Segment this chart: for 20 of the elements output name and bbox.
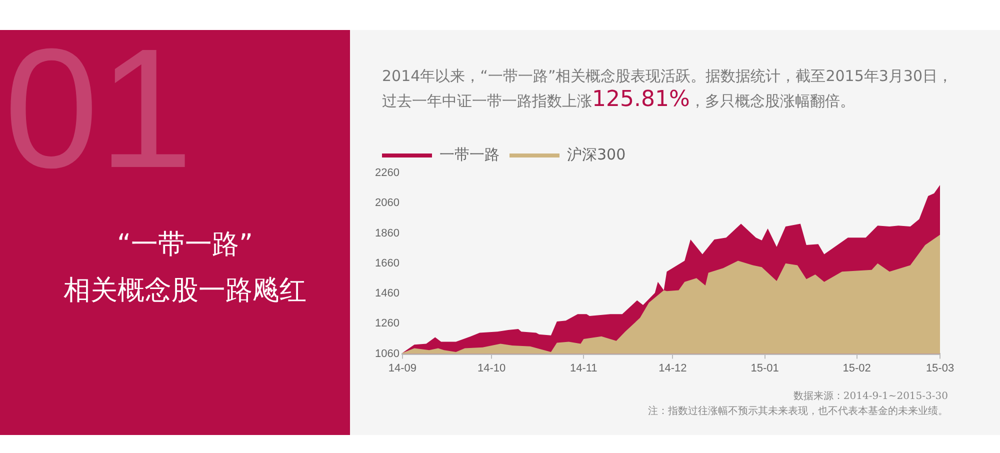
y-tick-label: 1460 [374, 288, 400, 300]
y-tick-label: 2060 [374, 197, 400, 210]
source-note: 数据来源：2014-9-1~2015-3-30 [793, 390, 948, 403]
y-tick-label: 2260 [374, 167, 400, 180]
x-tick-label: 15-02 [842, 362, 871, 374]
legend-label: 一带一路 [440, 145, 500, 164]
y-tick-label: 1260 [374, 318, 400, 330]
legend-label: 沪深300 [567, 145, 626, 164]
y-tick-label: 1060 [374, 348, 400, 360]
x-tick-label: 14-12 [658, 362, 687, 374]
x-tick-label: 15-03 [926, 362, 954, 374]
chart-subtitle: 2014年以来，“一带一路”相关概念股表现活跃。据数据统计，截至2015年3月30日，过去一年中证一带一路指数上涨125.81%，多只概念股涨幅翻倍。 [382, 67, 953, 112]
x-tick-label: 14-10 [477, 362, 506, 374]
text: 注：指数过往涨幅不预示其未来表现，也不代表本基金的未来业绩。 [648, 404, 948, 418]
x-tick-label: 14-09 [388, 362, 417, 374]
text: “一带一路” 相关概念股一路飚红 [62, 228, 308, 308]
y-tick-label: 1660 [374, 257, 400, 270]
y-tick-label: 1860 [374, 227, 400, 240]
x-tick-label: 14-11 [570, 362, 598, 374]
x-tick-label: 15-01 [750, 362, 779, 374]
